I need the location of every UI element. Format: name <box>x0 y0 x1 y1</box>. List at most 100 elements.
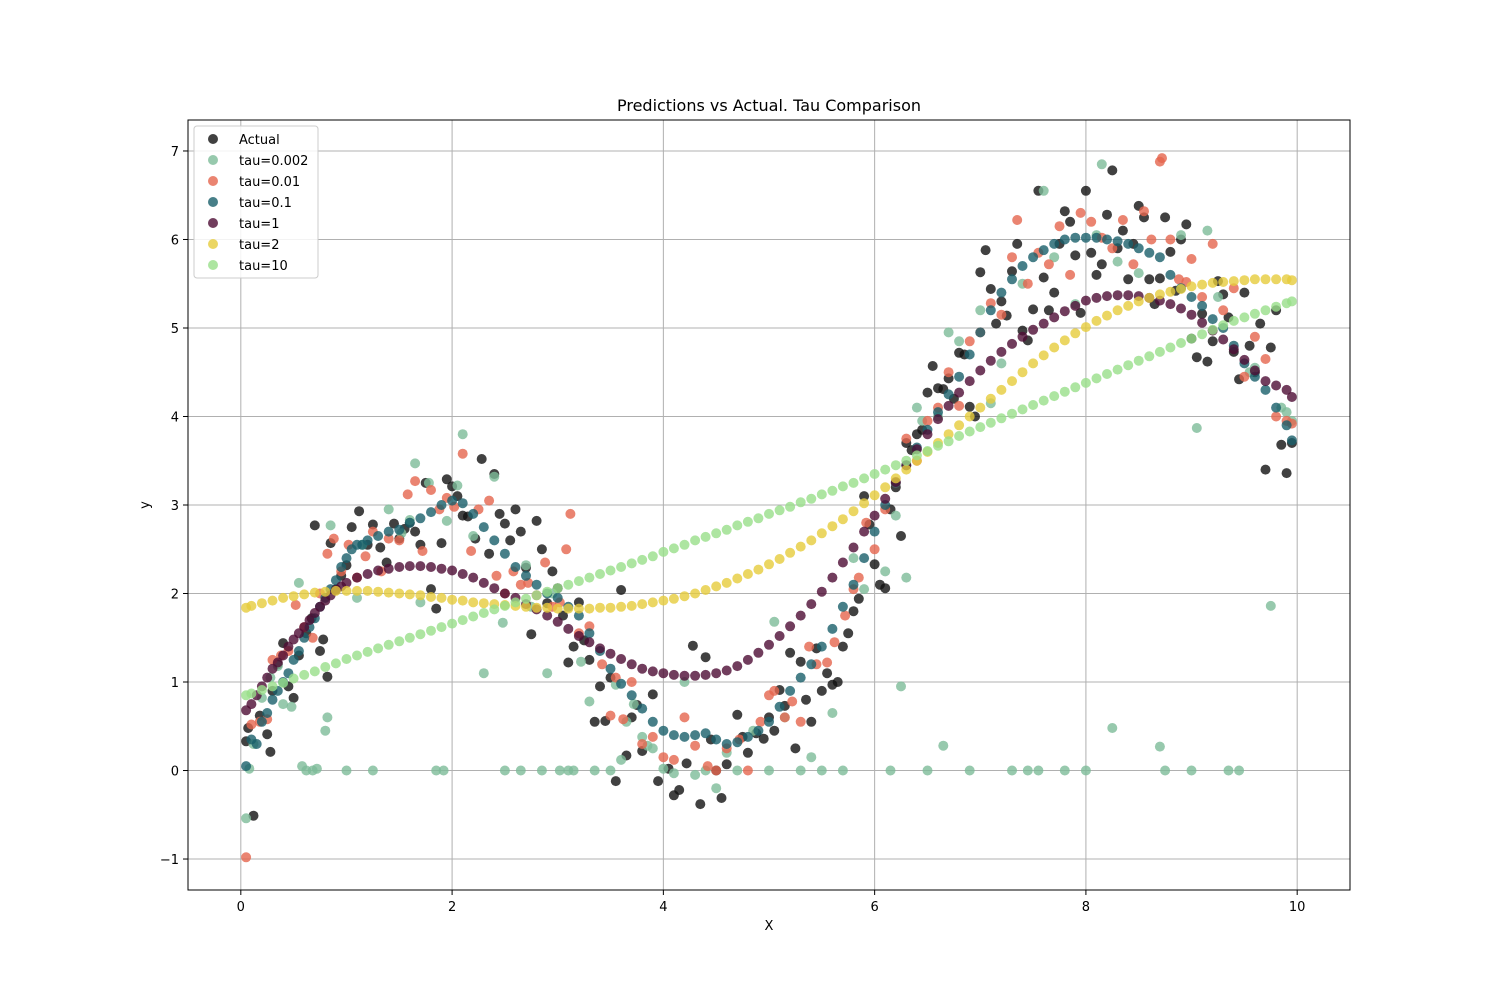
data-point <box>1239 371 1250 382</box>
x-tick-label: 8 <box>1082 900 1090 915</box>
data-point <box>721 524 732 535</box>
data-point <box>1017 331 1028 342</box>
data-point <box>1176 230 1186 241</box>
data-point <box>985 298 996 309</box>
legend-marker <box>208 176 218 186</box>
data-point <box>804 641 815 652</box>
data-point <box>755 716 766 727</box>
data-point <box>1007 376 1017 387</box>
legend-marker <box>208 260 218 270</box>
data-point <box>848 506 859 517</box>
data-point <box>1197 329 1208 340</box>
data-point <box>468 597 479 608</box>
data-point <box>626 690 637 701</box>
data-point <box>1281 420 1292 431</box>
data-point <box>394 636 405 647</box>
data-point <box>426 592 436 602</box>
data-point <box>1207 314 1218 325</box>
data-point <box>837 641 848 652</box>
data-point <box>827 623 838 634</box>
data-point <box>1123 274 1134 285</box>
data-point <box>1213 292 1223 302</box>
data-point <box>616 585 627 595</box>
data-point <box>616 678 627 689</box>
data-point <box>687 640 698 651</box>
data-point <box>309 520 320 531</box>
data-point <box>1207 324 1218 335</box>
data-point <box>278 677 289 688</box>
data-point <box>637 554 648 565</box>
data-point <box>278 650 289 661</box>
data-point <box>840 610 851 621</box>
data-point <box>922 387 933 398</box>
data-point <box>975 305 986 316</box>
data-point <box>1102 310 1112 321</box>
data-point <box>1102 291 1112 302</box>
data-point <box>304 615 315 626</box>
data-point <box>922 415 933 426</box>
data-point <box>1239 312 1250 323</box>
data-point <box>1165 234 1176 245</box>
data-point <box>542 668 553 679</box>
data-point <box>700 531 711 542</box>
data-point <box>1059 306 1070 317</box>
data-point <box>806 493 817 504</box>
data-point <box>668 543 679 554</box>
data-point <box>911 450 922 461</box>
data-point <box>1038 245 1049 256</box>
data-point <box>1038 318 1049 329</box>
y-axis-label: y <box>138 501 153 509</box>
data-point <box>1165 342 1176 353</box>
data-point <box>711 783 722 794</box>
data-point <box>869 559 880 570</box>
data-point <box>1239 287 1250 298</box>
data-point <box>975 267 986 278</box>
data-point <box>816 489 827 500</box>
data-point <box>853 572 864 583</box>
data-point <box>383 533 394 544</box>
data-point <box>964 765 975 776</box>
data-point <box>415 597 426 608</box>
data-point <box>1038 350 1049 361</box>
data-point <box>256 716 267 727</box>
data-point <box>373 565 384 576</box>
data-point <box>573 610 584 621</box>
data-point <box>489 535 500 546</box>
data-point <box>1281 384 1292 395</box>
data-point <box>785 647 796 658</box>
data-point <box>394 562 405 572</box>
data-point <box>436 563 447 574</box>
data-point <box>954 336 965 347</box>
data-point <box>299 669 310 680</box>
data-point <box>1028 400 1039 410</box>
data-point <box>573 576 584 587</box>
data-point <box>1038 395 1049 406</box>
data-point <box>637 739 648 749</box>
data-point <box>1228 283 1239 294</box>
data-point <box>1260 354 1271 364</box>
data-point <box>1038 185 1049 196</box>
data-point <box>1017 261 1028 271</box>
data-point <box>1228 315 1239 326</box>
data-point <box>827 708 838 718</box>
data-point <box>954 387 965 398</box>
data-point <box>985 284 996 294</box>
y-tick-label: 7 <box>171 145 179 160</box>
data-point <box>286 701 297 712</box>
data-point <box>1059 765 1070 776</box>
data-point <box>573 603 584 614</box>
data-point <box>468 611 479 622</box>
data-point <box>1197 279 1208 290</box>
x-axis-label: X <box>765 919 774 934</box>
data-point <box>1080 765 1091 776</box>
x-tick-label: 0 <box>237 900 245 915</box>
data-point <box>521 601 531 612</box>
data-point <box>307 632 318 643</box>
data-point <box>251 739 262 749</box>
data-point <box>822 668 833 679</box>
data-point <box>658 668 669 679</box>
data-point <box>362 646 373 657</box>
data-point <box>933 407 943 418</box>
data-point <box>352 650 362 661</box>
data-point <box>330 658 341 669</box>
